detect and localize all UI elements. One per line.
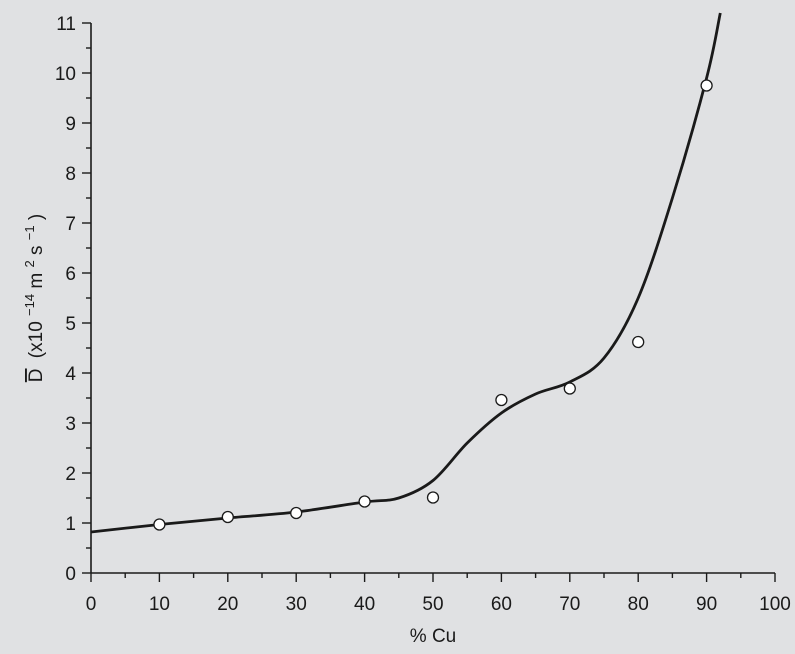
y-axis-exponent-1: −14 bbox=[22, 294, 37, 316]
y-tick-label: 0 bbox=[65, 564, 76, 585]
y-axis-unit-m: m bbox=[26, 273, 47, 289]
y-tick-label: 1 bbox=[65, 514, 76, 535]
y-tick-label: 4 bbox=[65, 364, 76, 385]
y-tick-label: 10 bbox=[55, 64, 76, 85]
x-tick-label: 90 bbox=[696, 594, 717, 615]
x-tick-label: 80 bbox=[628, 594, 649, 615]
data-point bbox=[700, 79, 713, 92]
x-tick-label: 70 bbox=[559, 594, 580, 615]
x-tick-label: 60 bbox=[491, 594, 512, 615]
y-tick-label: 6 bbox=[65, 264, 76, 285]
y-axis-exponent-2: 2 bbox=[22, 260, 37, 267]
data-point bbox=[495, 393, 508, 407]
y-axis-title: D (x10 −14 m 2 s −1 ) bbox=[18, 214, 47, 382]
x-tick-label: 30 bbox=[286, 594, 307, 615]
y-tick-label: 3 bbox=[65, 414, 76, 435]
x-tick-label: 50 bbox=[422, 594, 443, 615]
x-tick-label: 100 bbox=[759, 594, 791, 615]
data-point bbox=[632, 335, 645, 349]
y-tick-label: 7 bbox=[65, 214, 76, 235]
y-axis-prefix: (x10 bbox=[26, 321, 47, 358]
axes-layer bbox=[90, 23, 775, 574]
points-layer bbox=[153, 79, 713, 531]
data-point bbox=[290, 506, 303, 520]
x-axis-title: % Cu bbox=[410, 626, 456, 647]
data-point bbox=[221, 510, 234, 524]
y-tick-label: 9 bbox=[65, 114, 76, 135]
x-tick-label: 10 bbox=[149, 594, 170, 615]
data-point bbox=[563, 382, 576, 395]
y-axis-symbol: D bbox=[26, 368, 47, 382]
x-tick-label: 0 bbox=[86, 594, 97, 615]
x-tick-label: 20 bbox=[217, 594, 238, 615]
y-tick-label: 8 bbox=[65, 164, 76, 185]
data-point bbox=[358, 495, 371, 508]
y-axis-suffix: ) bbox=[26, 214, 47, 220]
data-point bbox=[153, 518, 166, 531]
fitted-curve bbox=[90, 12, 722, 534]
y-axis-exponent-3: −1 bbox=[22, 225, 37, 240]
y-tick-label: 2 bbox=[65, 464, 76, 485]
y-tick-label: 5 bbox=[65, 314, 76, 335]
x-tick-label: 40 bbox=[354, 594, 375, 615]
curve-layer bbox=[90, 12, 722, 534]
data-point bbox=[426, 491, 440, 504]
y-axis-unit-s: s bbox=[26, 245, 47, 255]
y-tick-label: 11 bbox=[56, 14, 76, 35]
ticks-layer: 0 10 20 30 40 50 60 70 80 90 100 0 1 2 3 4 5 6 7 8 9 10 11 bbox=[55, 14, 791, 615]
